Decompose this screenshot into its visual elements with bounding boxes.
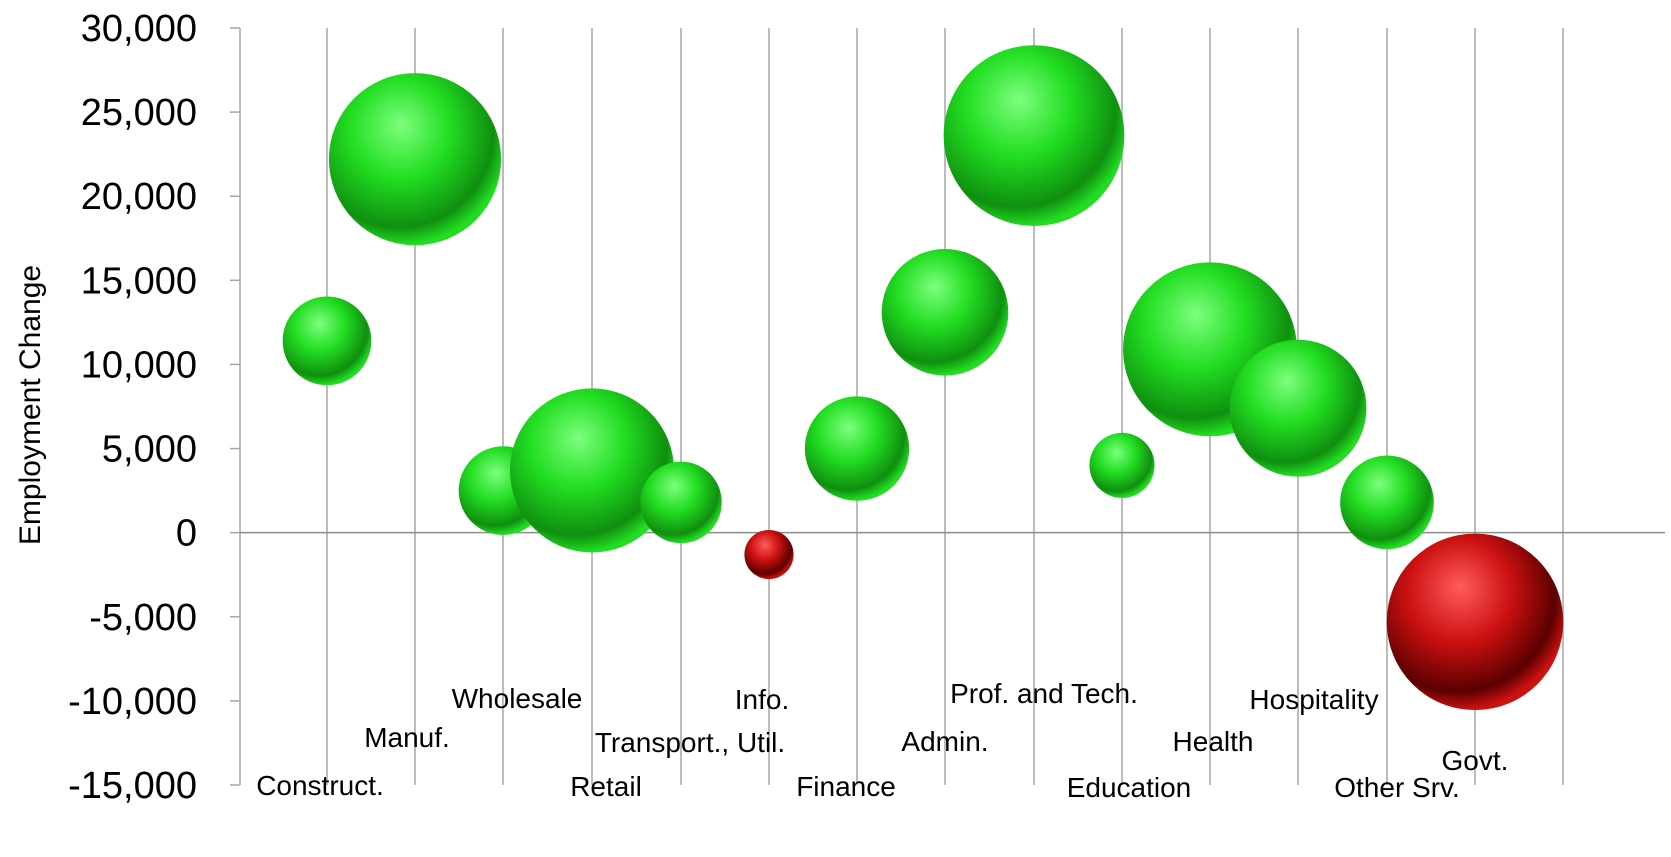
category-label: Prof. and Tech. (950, 678, 1138, 709)
category-label: Hospitality (1249, 684, 1378, 715)
bubble-hospitality (1229, 339, 1367, 477)
y-tick-label: -5,000 (89, 597, 197, 639)
category-label: Finance (796, 771, 896, 802)
y-tick-label: -10,000 (68, 681, 197, 723)
y-axis-title: Employment Change (14, 265, 47, 545)
bubble-prof-and-tech (943, 45, 1125, 227)
category-label: Education (1067, 772, 1192, 803)
bubble-admin (881, 248, 1009, 376)
bubble-construct (282, 296, 372, 386)
y-tick-label: 15,000 (81, 260, 197, 302)
bubble-retail (509, 388, 675, 553)
bubble-info (744, 529, 794, 580)
category-labels: Construct. Manuf.Wholesale Retail Transport… (256, 678, 1508, 803)
category-label: Info. (735, 684, 789, 715)
bubble-manuf (328, 73, 502, 246)
category-label: Manuf. (364, 722, 450, 753)
category-label: Health (1173, 726, 1254, 757)
category-label: Wholesale (452, 683, 583, 714)
y-tick-labels: 30,000 25,000 20,000 15,000 10,000 5,000 0 -5,0… (68, 8, 197, 807)
y-tick-label: 10,000 (81, 344, 197, 386)
y-tick-label: 5,000 (102, 429, 197, 471)
category-label: Construct. (256, 770, 384, 801)
y-tick-label: 30,000 (81, 8, 197, 50)
category-label: Other Srv. (1334, 772, 1460, 803)
bubble-education (1089, 432, 1155, 498)
bubble-transport-util (640, 461, 722, 544)
bubble-other-srv (1340, 455, 1434, 550)
y-tick-label: 20,000 (81, 176, 197, 218)
bubble-govt (1386, 533, 1564, 711)
y-tick-label: 0 (176, 513, 197, 555)
category-label: Retail (570, 771, 642, 802)
category-label: Transport., Util. (595, 727, 785, 758)
y-tick-label: 25,000 (81, 92, 197, 134)
y-tick-label: -15,000 (68, 765, 197, 807)
category-label: Admin. (901, 726, 988, 757)
bubbles (282, 45, 1564, 711)
category-label: Govt. (1442, 745, 1509, 776)
bubble-finance (804, 396, 910, 501)
